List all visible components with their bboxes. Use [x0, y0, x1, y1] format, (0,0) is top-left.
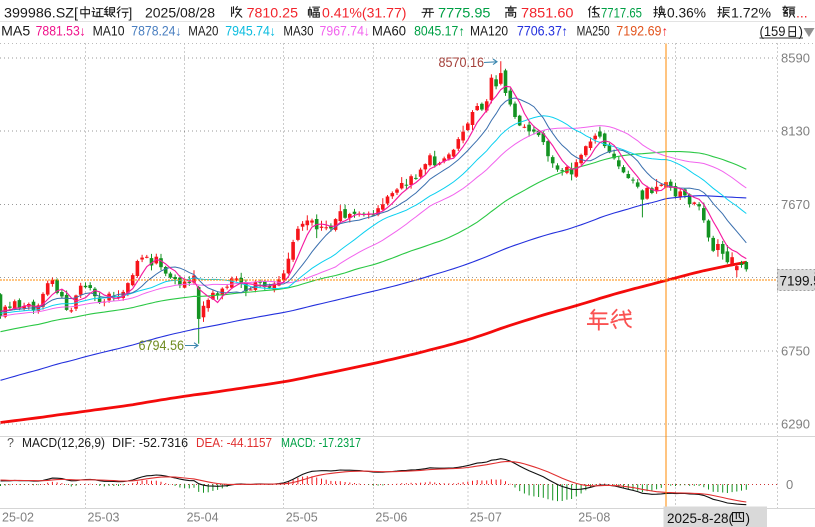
svg-text:MA20: MA20 [188, 24, 218, 39]
svg-text:MA10: MA10 [93, 24, 125, 39]
svg-text:7851.60: 7851.60 [521, 6, 574, 21]
svg-text:MA5: MA5 [1, 24, 30, 39]
svg-text:?: ? [7, 436, 14, 450]
svg-text:↑: ↑ [662, 24, 669, 39]
svg-text:MA30: MA30 [283, 24, 313, 39]
svg-text:]: ] [129, 6, 133, 21]
svg-text:25-06: 25-06 [375, 511, 407, 525]
svg-text:0: 0 [786, 477, 793, 492]
svg-text:8130: 8130 [781, 124, 810, 139]
svg-text:7775.95: 7775.95 [438, 6, 491, 21]
svg-text:7670: 7670 [781, 197, 810, 212]
svg-text:↑: ↑ [561, 24, 568, 39]
svg-text:7199.5: 7199.5 [780, 274, 815, 289]
svg-text:MACD(12,26,9): MACD(12,26,9) [22, 436, 105, 450]
svg-text:25-03: 25-03 [88, 511, 120, 525]
svg-text:2025-8-28(: 2025-8-28( [667, 511, 734, 526]
svg-text:7967.74: 7967.74 [320, 24, 365, 39]
svg-text:8590: 8590 [781, 51, 810, 66]
svg-text:↓: ↓ [79, 24, 86, 39]
svg-text:↓: ↓ [175, 24, 182, 39]
svg-text:6290: 6290 [781, 417, 810, 432]
svg-text:↑: ↑ [458, 24, 465, 39]
svg-text:1.72%: 1.72% [731, 6, 771, 21]
svg-text:): ) [799, 24, 804, 39]
svg-text:25-02: 25-02 [2, 511, 34, 525]
svg-text:DIF: -52.7316: DIF: -52.7316 [112, 436, 188, 450]
svg-text:...: ... [796, 5, 808, 21]
svg-text:7810.25: 7810.25 [247, 6, 298, 21]
svg-text:MACD: -17.2317: MACD: -17.2317 [281, 436, 361, 450]
svg-text:MA60: MA60 [372, 24, 406, 39]
svg-text:7706.37: 7706.37 [517, 24, 562, 39]
svg-text:7881.53: 7881.53 [36, 24, 80, 39]
svg-text:0.36%: 0.36% [667, 6, 706, 21]
svg-text:7945.74: 7945.74 [225, 24, 270, 39]
svg-text:7192.69: 7192.69 [616, 24, 661, 39]
svg-text:25-04: 25-04 [187, 511, 219, 525]
svg-text:DEA: -44.1157: DEA: -44.1157 [196, 436, 272, 450]
svg-text:↓: ↓ [269, 24, 276, 39]
svg-text:MA120: MA120 [470, 24, 508, 39]
svg-text:25-08: 25-08 [578, 511, 610, 525]
svg-text:8570.16: 8570.16 [439, 55, 485, 70]
svg-text:6750: 6750 [781, 343, 810, 358]
svg-text:): ) [746, 511, 751, 526]
svg-text:MA250: MA250 [577, 24, 610, 39]
svg-text:(159: (159 [760, 24, 786, 39]
svg-text:7717.65: 7717.65 [601, 6, 642, 21]
svg-text:25-07: 25-07 [470, 511, 502, 525]
svg-text:25-05: 25-05 [286, 511, 318, 525]
svg-text:7878.24: 7878.24 [131, 24, 176, 39]
svg-text:399986.SZ[: 399986.SZ[ [4, 6, 78, 21]
svg-text:↓: ↓ [364, 24, 371, 39]
svg-text:6794.56: 6794.56 [139, 338, 185, 353]
svg-text:2025/08/28: 2025/08/28 [145, 6, 215, 21]
svg-text:8045.17: 8045.17 [414, 24, 458, 39]
svg-text:0.41%(31.77): 0.41%(31.77) [322, 6, 407, 21]
